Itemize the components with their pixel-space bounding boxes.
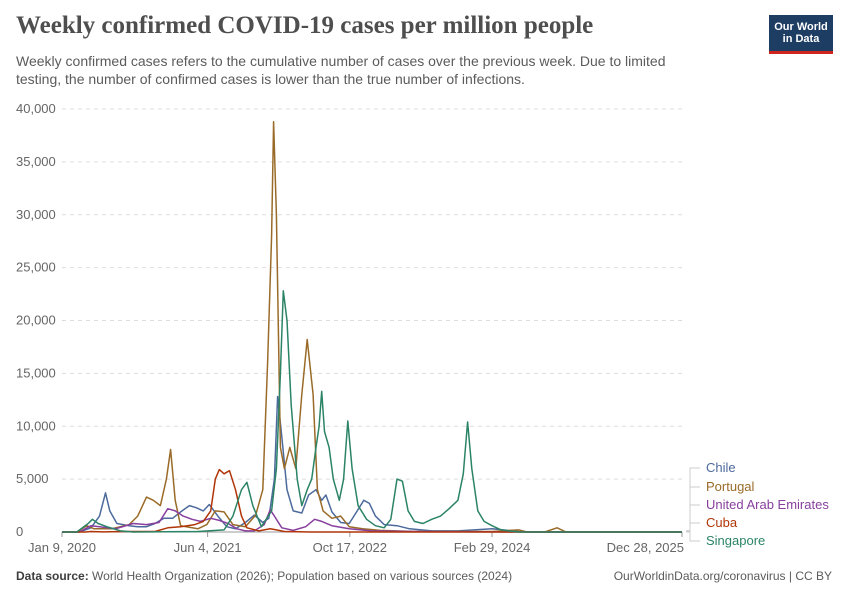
legend-connector: [686, 467, 700, 533]
chart-title: Weekly confirmed COVID-19 cases per mill…: [16, 12, 594, 39]
legend-connector: [686, 530, 700, 542]
y-tick-label: 0: [16, 524, 23, 539]
series-line-united-arab-emirates[interactable]: [62, 507, 682, 533]
source-text: World Health Organization (2026); Popula…: [92, 569, 513, 583]
legend-label-united-arab-emirates[interactable]: United Arab Emirates: [706, 497, 829, 512]
y-axis-ticks: 0 5,000 10,000 15,000 20,000 25,000 30,000 35,0…: [16, 101, 56, 539]
legend-connector: [686, 486, 700, 532]
legend-label-chile[interactable]: Chile: [706, 460, 736, 475]
series-line-portugal[interactable]: [62, 120, 682, 533]
legend: Chile Portugal United Arab Emirates Cuba Sin…: [686, 460, 829, 548]
logo-line-1: Our World: [774, 21, 828, 33]
x-tick-label: Feb 29, 2024: [454, 540, 531, 555]
series-line-chile[interactable]: [62, 395, 682, 533]
y-tick-label: 30,000: [16, 207, 56, 222]
subtitle-line-2: testing, the number of confirmed cases i…: [16, 71, 525, 87]
chart-subtitle: Weekly confirmed cases refers to the cum…: [16, 52, 716, 88]
footer-source: Data source: World Health Organization (…: [16, 569, 512, 583]
legend-label-portugal[interactable]: Portugal: [706, 479, 755, 494]
legend-connector: [686, 504, 700, 532]
series-lines: [62, 120, 682, 533]
y-tick-label: 35,000: [16, 154, 56, 169]
y-tick-label: 5,000: [16, 471, 49, 486]
y-tick-label: 20,000: [16, 313, 56, 328]
footer-url[interactable]: OurWorldinData.org/coronavirus | CC BY: [613, 569, 832, 583]
legend-label-singapore[interactable]: Singapore: [706, 533, 765, 548]
y-tick-label: 40,000: [16, 101, 56, 116]
source-label: Data source:: [16, 569, 89, 583]
x-tick-label: Jun 4, 2021: [174, 540, 242, 555]
y-tick-label: 10,000: [16, 418, 56, 433]
grid-lines: [62, 108, 682, 533]
logo-line-2: in Data: [782, 33, 820, 45]
x-tick-label: Oct 17, 2022: [313, 540, 387, 555]
legend-connector: [686, 522, 700, 532]
x-tick-label: Dec 28, 2025: [607, 540, 684, 555]
legend-label-cuba[interactable]: Cuba: [706, 515, 738, 530]
series-line-singapore[interactable]: [62, 290, 682, 533]
y-tick-label: 25,000: [16, 260, 56, 275]
subtitle-line-1: Weekly confirmed cases refers to the cum…: [16, 53, 666, 69]
y-tick-label: 15,000: [16, 365, 56, 380]
x-tick-label: Jan 9, 2020: [28, 540, 96, 555]
owid-logo[interactable]: Our World in Data: [769, 15, 833, 54]
x-axis-ticks: Jan 9, 2020 Jun 4, 2021 Oct 17, 2022 Feb 29…: [28, 532, 684, 555]
